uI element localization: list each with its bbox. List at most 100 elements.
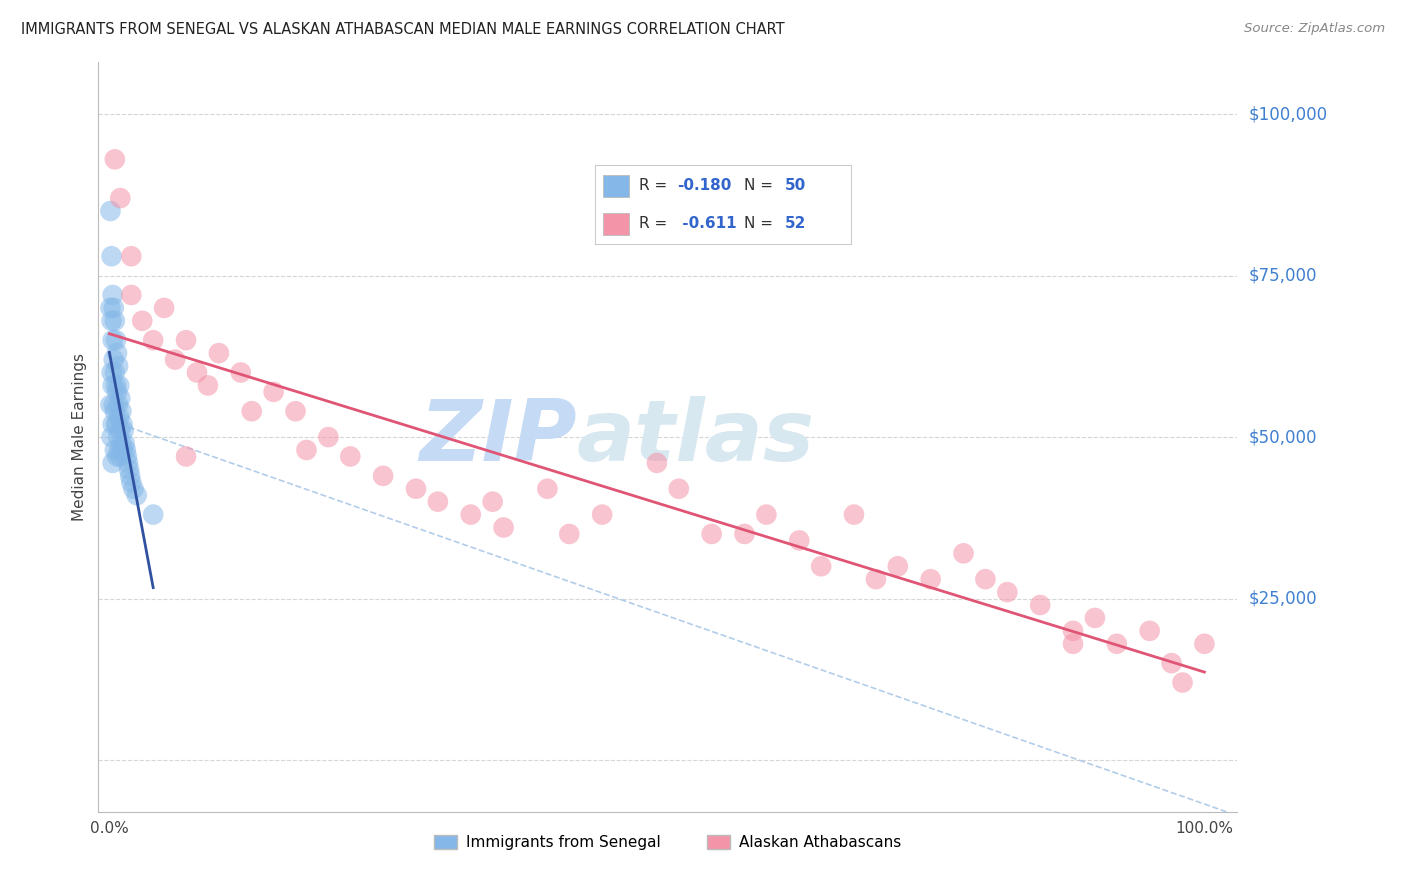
Point — [107, 359, 129, 373]
Point — [263, 384, 285, 399]
Point — [1062, 624, 1084, 638]
Point — [1029, 598, 1052, 612]
Point — [131, 314, 153, 328]
Point — [481, 494, 503, 508]
Point — [1105, 637, 1128, 651]
Point — [460, 508, 482, 522]
Point — [120, 475, 142, 490]
Text: $75,000: $75,000 — [1249, 267, 1317, 285]
Point — [114, 436, 136, 450]
Point — [1062, 637, 1084, 651]
Point — [165, 352, 187, 367]
Point — [104, 442, 127, 457]
Point — [120, 288, 142, 302]
Point — [107, 430, 129, 444]
Point — [104, 314, 127, 328]
Point — [104, 404, 127, 418]
Point — [108, 410, 131, 425]
Text: $25,000: $25,000 — [1249, 590, 1317, 607]
Point — [100, 366, 122, 380]
Text: -0.611: -0.611 — [678, 217, 737, 231]
Point — [174, 450, 197, 464]
Point — [101, 417, 124, 432]
Point — [103, 352, 125, 367]
Point — [100, 314, 122, 328]
Text: atlas: atlas — [576, 395, 815, 479]
Text: $100,000: $100,000 — [1249, 105, 1327, 123]
Text: N =: N = — [744, 178, 778, 194]
Point — [111, 417, 134, 432]
Text: R =: R = — [638, 217, 672, 231]
Point — [1139, 624, 1161, 638]
Text: ZIP: ZIP — [419, 395, 576, 479]
Point — [100, 398, 122, 412]
Point — [645, 456, 668, 470]
Text: 50: 50 — [785, 178, 806, 194]
Point — [103, 301, 125, 315]
Point — [105, 346, 128, 360]
Point — [110, 424, 132, 438]
Point — [111, 442, 134, 457]
Point — [865, 572, 887, 586]
Point — [110, 392, 132, 406]
Point — [105, 384, 128, 399]
Point — [842, 508, 865, 522]
Point — [101, 378, 124, 392]
Point — [186, 366, 208, 380]
Point — [110, 191, 132, 205]
Point — [536, 482, 558, 496]
Text: R =: R = — [638, 178, 672, 194]
Point — [100, 249, 122, 263]
Text: 52: 52 — [785, 217, 806, 231]
Point — [104, 417, 127, 432]
Point — [952, 546, 974, 560]
Point — [115, 450, 138, 464]
Point — [114, 442, 136, 457]
Point — [142, 508, 165, 522]
Point — [339, 450, 361, 464]
Point — [110, 450, 132, 464]
Point — [284, 404, 307, 418]
Point — [734, 527, 756, 541]
Point — [240, 404, 263, 418]
Point — [105, 450, 128, 464]
Point — [100, 430, 122, 444]
Point — [118, 462, 141, 476]
Point — [197, 378, 219, 392]
Text: -0.180: -0.180 — [678, 178, 731, 194]
Point — [101, 333, 124, 347]
Point — [104, 366, 127, 380]
Point — [1084, 611, 1107, 625]
Legend: Immigrants from Senegal, Alaskan Athabascans: Immigrants from Senegal, Alaskan Athabas… — [429, 830, 907, 856]
Text: N =: N = — [744, 217, 778, 231]
Point — [112, 424, 135, 438]
Text: $50,000: $50,000 — [1249, 428, 1317, 446]
Point — [117, 456, 139, 470]
Bar — [603, 213, 628, 235]
Point — [108, 442, 131, 457]
Point — [101, 456, 124, 470]
Point — [810, 559, 832, 574]
Point — [104, 378, 127, 392]
Point — [120, 468, 142, 483]
Point — [995, 585, 1018, 599]
Point — [426, 494, 449, 508]
Text: Source: ZipAtlas.com: Source: ZipAtlas.com — [1244, 22, 1385, 36]
Point — [125, 488, 148, 502]
Point — [229, 366, 252, 380]
Point — [492, 520, 515, 534]
Point — [108, 378, 131, 392]
Y-axis label: Median Male Earnings: Median Male Earnings — [72, 353, 87, 521]
Point — [920, 572, 942, 586]
Point — [122, 482, 145, 496]
Point — [107, 398, 129, 412]
Point — [1160, 656, 1182, 670]
Point — [405, 482, 427, 496]
Point — [100, 204, 122, 219]
Point — [101, 288, 124, 302]
Bar — [603, 175, 628, 197]
Point — [295, 442, 318, 457]
Point — [208, 346, 231, 360]
Point — [371, 468, 394, 483]
Point — [100, 301, 122, 315]
